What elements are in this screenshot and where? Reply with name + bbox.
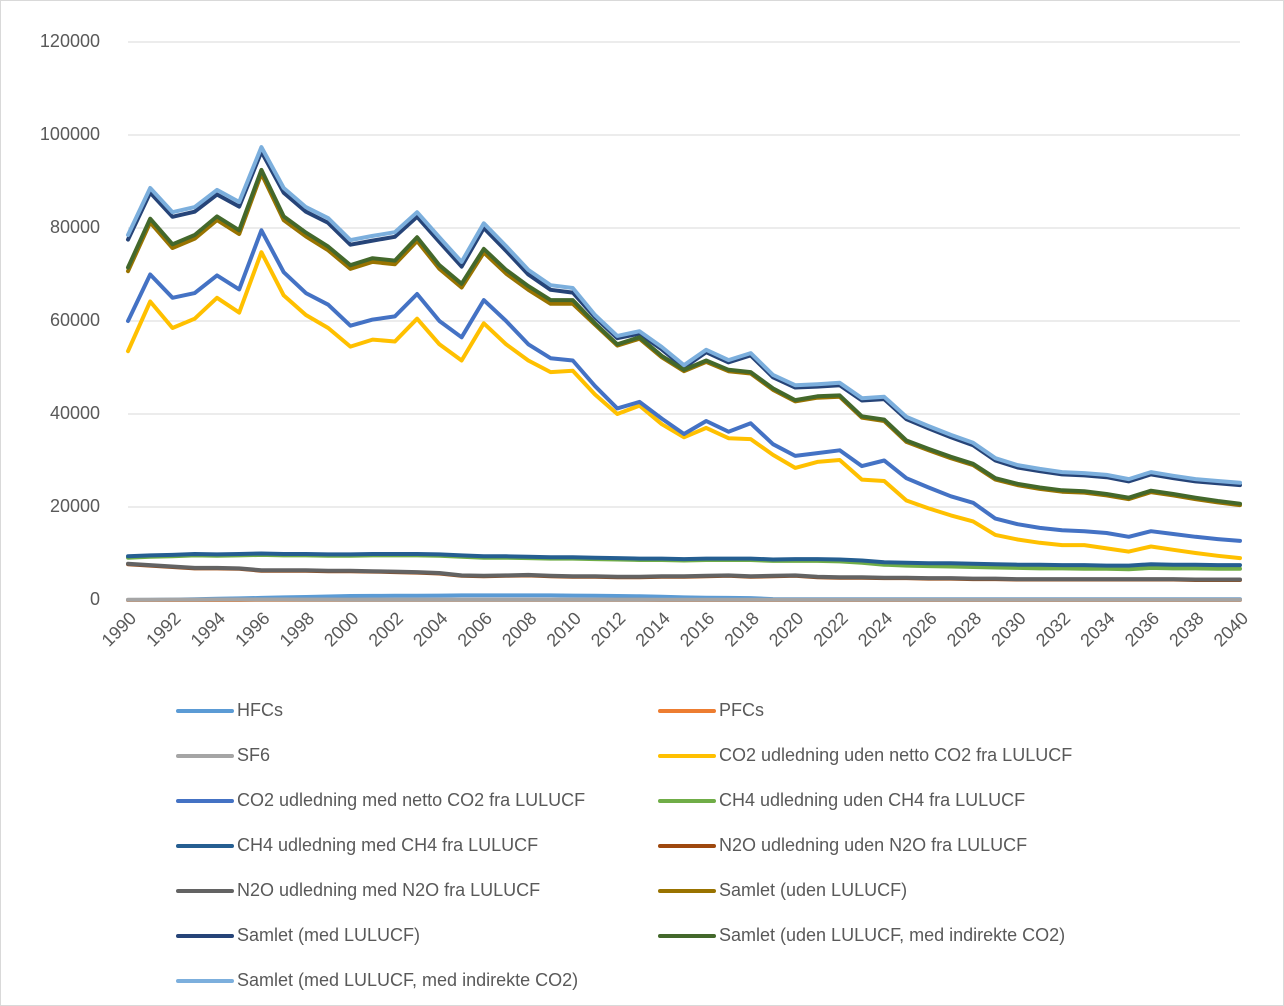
legend-label: Samlet (med LULUCF, med indirekte CO2) [237, 970, 578, 990]
series-line [126, 145, 1242, 485]
series-line [126, 561, 1242, 582]
legend-label: CO2 udledning med netto CO2 fra LULUCF [237, 790, 585, 810]
legend-label: CO2 udledning uden netto CO2 fra LULUCF [719, 745, 1072, 765]
legend-label: CH4 udledning uden CH4 fra LULUCF [719, 790, 1025, 810]
series-line [126, 228, 1242, 543]
y-tick-label: 20000 [50, 496, 100, 516]
legend-label: N2O udledning med N2O fra LULUCF [237, 880, 540, 900]
legend-label: Samlet (uden LULUCF) [719, 880, 907, 900]
y-tick-label: 0 [90, 589, 100, 609]
legend-label: SF6 [237, 745, 270, 765]
legend-label: HFCs [237, 700, 283, 720]
series-line [126, 250, 1242, 561]
series-line [126, 551, 1242, 568]
y-tick-label: 60000 [50, 310, 100, 330]
legend-label: PFCs [719, 700, 764, 720]
y-tick-label: 40000 [50, 403, 100, 423]
y-tick-label: 100000 [40, 124, 100, 144]
y-tick-label: 80000 [50, 217, 100, 237]
legend-label: N2O udledning uden N2O fra LULUCF [719, 835, 1027, 855]
y-tick-label: 120000 [40, 31, 100, 51]
legend-label: Samlet (uden LULUCF, med indirekte CO2) [719, 925, 1065, 945]
legend-label: CH4 udledning med CH4 fra LULUCF [237, 835, 538, 855]
legend-label: Samlet (med LULUCF) [237, 925, 420, 945]
series-line [126, 167, 1242, 506]
